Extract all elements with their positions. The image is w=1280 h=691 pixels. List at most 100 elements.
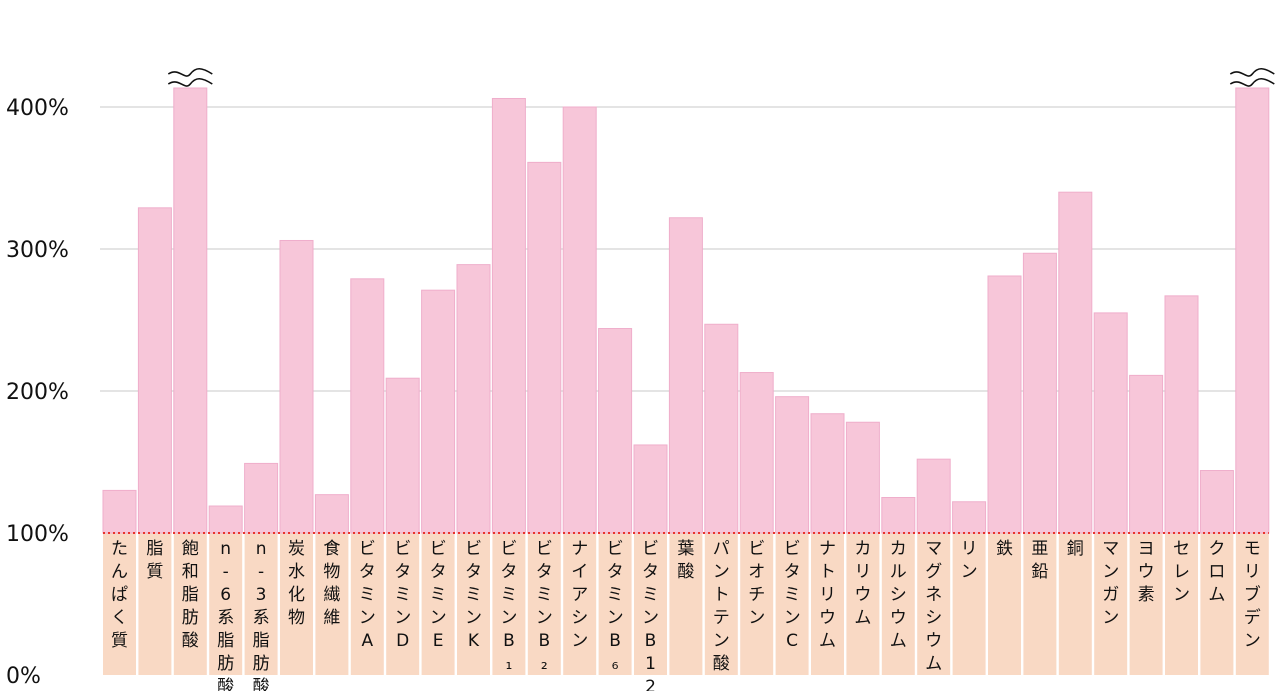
category-label: 銅 [1067,539,1084,559]
label-band-cell [103,533,136,675]
bar [491,97,526,534]
label-band-cell [457,533,490,675]
bar [739,372,774,534]
label-band-cell [492,533,526,675]
bar [527,161,562,534]
bar [385,377,420,534]
axis-break-mark [1229,77,1275,87]
label-band-cell [598,533,632,675]
category-label: n -6 系脂肪酸 [217,539,234,691]
label-band-cell [386,533,420,675]
bar [1199,470,1234,534]
label-band-cell [244,533,278,675]
bar [421,289,456,534]
bar [208,505,243,534]
bar [350,278,385,534]
bar [102,489,137,534]
label-band-cell [421,533,455,675]
label-band-cell [527,533,561,675]
label-band-cell [952,533,986,675]
bar [598,328,633,534]
label-band-cell [1129,533,1163,675]
label-band-cell [1058,533,1092,675]
category-label: マンガン [1102,539,1119,628]
label-band-cell [1023,533,1057,675]
category-label: n -3 系脂肪酸 [253,539,270,691]
bar [916,458,951,534]
label-band-cell [881,533,915,675]
category-label: カリウム [854,539,871,628]
bar [1093,312,1128,534]
label-band-cell [350,533,384,675]
label-band-cell [138,533,172,675]
label-band-cell [988,533,1021,675]
label-band-cell [315,533,349,675]
category-label: ビタミン B ₁ [500,539,517,674]
y-tick-label: 100% [6,522,69,547]
bar [137,207,172,534]
bar [668,217,703,534]
label-band-cell [740,533,774,675]
category-label: ビタミン B ₂ [536,539,553,674]
label-band-cell [1200,533,1234,675]
category-label: モリブデン [1244,539,1261,651]
category-label: 食物繊維 [323,539,340,628]
label-band-cell [563,533,597,675]
category-label: ビタミン E [430,539,447,651]
bar [279,239,314,534]
y-tick-label: 200% [6,380,69,405]
label-band-cell [1165,533,1198,675]
category-label: 亜鉛 [1031,539,1048,582]
bar [1129,374,1164,534]
bar [1164,295,1199,534]
category-label: 飽和脂肪酸 [182,539,199,651]
bar [881,497,916,534]
category-label: リン [961,539,978,582]
label-band-cell [173,533,207,675]
bar [845,421,880,534]
category-label: 脂質 [146,539,163,582]
label-band-cell [775,533,809,675]
category-label: ビタミン A [359,539,376,651]
category-label: ビタミン D [394,539,411,651]
bar [704,323,739,534]
category-label: ビタミン K [465,539,482,651]
category-label: パントテン酸 [713,539,730,674]
category-label: ナトリウム [819,539,836,651]
category-label: ビタミン B ₆ [607,539,624,674]
label-band-cell [209,533,243,675]
category-label: 葉酸 [677,539,694,582]
category-label: 鉄 [996,539,1013,559]
break-marks [167,67,1275,87]
category-label: カルシウム [890,539,907,651]
label-band-cell [917,533,951,675]
y-axis-tick-labels: 0% 100% 200% 300% 400% [6,96,69,689]
label-band-cell [634,533,667,675]
category-label: ビタミン B 1 2 [642,539,659,691]
label-band-cell [669,533,703,675]
y-tick-label: 400% [6,96,69,121]
category-label-band [103,533,1269,675]
y-tick-label: 0% [6,664,41,689]
category-label: マグネシウム [925,539,942,674]
bar [456,264,491,534]
category-label: 炭水化物 [288,539,305,628]
bar [173,87,208,534]
category-label: セレン [1173,539,1190,605]
bars [102,87,1270,534]
bar [244,462,279,534]
bar [633,444,668,534]
bar [314,494,349,534]
label-band-cell [704,533,738,675]
label-band-cell [280,533,313,675]
label-band-cell [1235,533,1269,675]
category-labels: たんぱく質 脂質 飽和脂肪酸 n -6 系脂肪酸 n -3 系脂肪酸 炭水化物 食物繊維 ビタミン A ビ… [111,539,1261,691]
bar [1235,87,1270,534]
category-label: ナイアシン [571,539,588,651]
bar [1022,252,1057,534]
bar [775,396,810,534]
axis-break-mark [1229,67,1275,77]
bar [810,413,845,534]
category-label: ビタミン C [784,539,801,651]
